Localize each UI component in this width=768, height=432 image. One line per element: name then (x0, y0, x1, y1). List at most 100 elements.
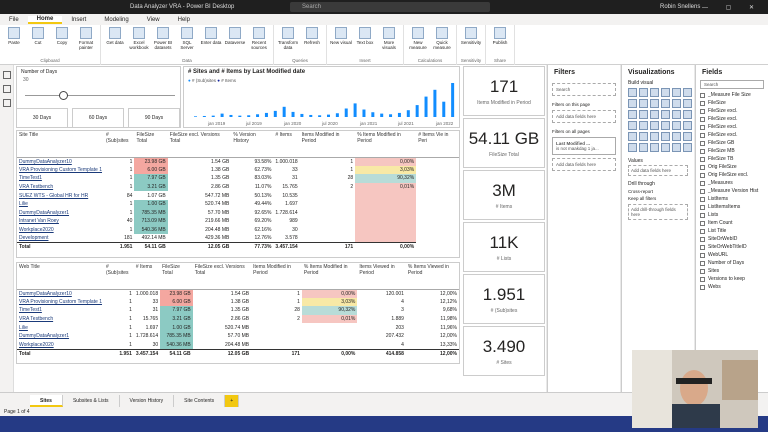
chart-bar[interactable] (247, 115, 251, 117)
ribbon-button-refresh[interactable]: Refresh (301, 27, 323, 50)
table-row[interactable]: Workplace2020 1 30 540.36 MB 204.48 MB 4 13,33… (17, 340, 459, 350)
field-item[interactable]: Item Count (696, 219, 768, 227)
ribbon-button-copy[interactable]: Copy (51, 27, 73, 50)
menu-help[interactable]: Help (177, 16, 190, 23)
kpi-card[interactable]: 3.490 # Sites (463, 326, 545, 376)
field-item[interactable]: WebURL (696, 251, 768, 259)
visual-type-icon[interactable] (661, 132, 670, 141)
visual-type-icon[interactable] (628, 110, 637, 119)
visual-type-icon[interactable] (661, 99, 670, 108)
visual-type-icon[interactable] (650, 132, 659, 141)
checkbox-icon[interactable] (700, 220, 705, 226)
checkbox-icon[interactable] (700, 204, 705, 210)
field-item[interactable]: FileSize excl. (696, 131, 768, 139)
visual-type-icon[interactable] (650, 110, 659, 119)
column-header[interactable]: Items Modified in Period (251, 263, 302, 290)
chart-bar[interactable] (273, 110, 277, 117)
visual-type-icon[interactable] (639, 88, 648, 97)
visual-type-icon[interactable] (672, 99, 681, 108)
chart-bar[interactable] (202, 115, 206, 117)
column-header[interactable]: # (Sub)sites (104, 263, 134, 290)
visual-type-icon[interactable] (672, 88, 681, 97)
menu-modeling[interactable]: Modeling (104, 16, 129, 23)
add-page-button[interactable]: + (225, 394, 240, 407)
field-item[interactable]: _Measure Version Hist (696, 187, 768, 195)
ribbon-button-paste[interactable]: Paste (3, 27, 25, 50)
field-item[interactable]: SiteOrWebTitleID (696, 243, 768, 251)
menu-file[interactable]: File (9, 16, 19, 23)
checkbox-icon[interactable] (700, 108, 705, 114)
field-item[interactable]: FileSize TB (696, 155, 768, 163)
table-row[interactable]: TimeTest1 1 7.97 GB 1.35 GB 83.03% 31 28 90,32% (17, 174, 459, 183)
window-controls[interactable]: — ▢ ✕ (701, 4, 762, 11)
checkbox-icon[interactable] (700, 140, 705, 146)
chart-bar[interactable] (318, 115, 322, 117)
chart-bar[interactable] (309, 114, 313, 117)
chart-bar[interactable] (220, 113, 224, 117)
ribbon-button-get-data[interactable]: Get data (104, 27, 126, 50)
ribbon-button-more-visuals[interactable]: More visuals (378, 27, 400, 50)
visual-type-icon[interactable] (672, 121, 681, 130)
kpi-card[interactable]: 54.11 GB FileSize Total (463, 118, 545, 168)
visual-type-icon[interactable] (639, 110, 648, 119)
column-header[interactable]: # (Sub)sites (104, 131, 135, 158)
ribbon-button-dataverse[interactable]: Dataverse (224, 27, 246, 50)
table-row[interactable]: VRA Testbench 1 15.765 3.21 GB 2.86 GB 2 0,01%… (17, 314, 459, 324)
chart-bar[interactable] (344, 108, 348, 118)
checkbox-icon[interactable] (700, 92, 705, 98)
visual-type-icon[interactable] (639, 121, 648, 130)
ribbon-button-sql-server[interactable]: SQL Server (176, 27, 198, 50)
filters-search[interactable]: Search (552, 83, 616, 96)
chart-bar[interactable] (327, 114, 330, 117)
chart-bar[interactable] (424, 96, 428, 117)
visual-type-icon[interactable] (639, 99, 648, 108)
visual-type-icon[interactable] (650, 143, 659, 152)
button-30-days[interactable]: 30 Days (16, 108, 68, 128)
button-60-days[interactable]: 60 Days (72, 108, 124, 128)
table-row[interactable]: Lilie 1 1.697 1.00 GB 520.74 MB 203 11,96% (17, 323, 459, 332)
chart-bar[interactable] (389, 114, 393, 117)
ribbon-button-excel-workbook[interactable]: Excel workbook (128, 27, 150, 50)
visual-type-icon[interactable] (683, 99, 692, 108)
add-filter-all[interactable]: Add data fields here (552, 158, 616, 171)
column-header[interactable]: FileSize Total (160, 263, 193, 290)
add-filter-page[interactable]: Add data fields here (552, 110, 616, 123)
ribbon-button-new-measure[interactable]: New measure (407, 27, 429, 50)
field-item[interactable]: Lists (696, 211, 768, 219)
checkbox-icon[interactable] (700, 284, 705, 290)
visual-type-icon[interactable] (639, 132, 648, 141)
chart-bar[interactable] (406, 110, 410, 117)
sites-table[interactable]: Site Title # (Sub)sites FileSize Total File… (16, 130, 460, 258)
field-item[interactable]: FileSize excl. (696, 123, 768, 131)
visual-type-icon[interactable] (628, 99, 637, 108)
visual-type-icon[interactable] (661, 143, 670, 152)
checkbox-icon[interactable] (700, 124, 705, 130)
field-item[interactable]: _Measure File Size (696, 91, 768, 99)
visual-type-icon[interactable] (628, 121, 637, 130)
checkbox-icon[interactable] (700, 100, 705, 106)
chart-bar[interactable] (194, 116, 197, 117)
column-header[interactable]: # Items (133, 263, 161, 290)
field-item[interactable]: FileSize (696, 99, 768, 107)
slider-track[interactable] (25, 95, 175, 96)
slider-handle[interactable] (58, 91, 68, 100)
column-header[interactable]: % Items Modified in Period (355, 131, 417, 158)
ribbon-button-transform-data[interactable]: Transform data (277, 27, 299, 50)
chart-bar[interactable] (264, 112, 268, 117)
ribbon-button-new-visual[interactable]: New visual (330, 27, 352, 50)
visual-type-icon[interactable] (650, 121, 659, 130)
checkbox-icon[interactable] (700, 212, 705, 218)
checkbox-icon[interactable] (700, 228, 705, 234)
chart-bar[interactable] (300, 113, 304, 117)
chart-bar[interactable] (335, 113, 339, 117)
visual-type-icon[interactable] (628, 143, 637, 152)
column-header[interactable]: FileSize excl. Versions Total (192, 263, 252, 290)
table-row[interactable]: DummyDataAnalyzer10 1 23.98 GB 1.54 GB 93.58… (17, 157, 459, 166)
field-item[interactable]: Sites (696, 267, 768, 275)
checkbox-icon[interactable] (700, 236, 705, 242)
checkbox-icon[interactable] (700, 188, 705, 194)
kpi-card[interactable]: 3M # Items (463, 170, 545, 220)
ribbon-button-recent-sources[interactable]: Recent sources (248, 27, 270, 50)
button-90-days[interactable]: 90 Days (128, 108, 180, 128)
field-item[interactable]: FileSize GB (696, 139, 768, 147)
